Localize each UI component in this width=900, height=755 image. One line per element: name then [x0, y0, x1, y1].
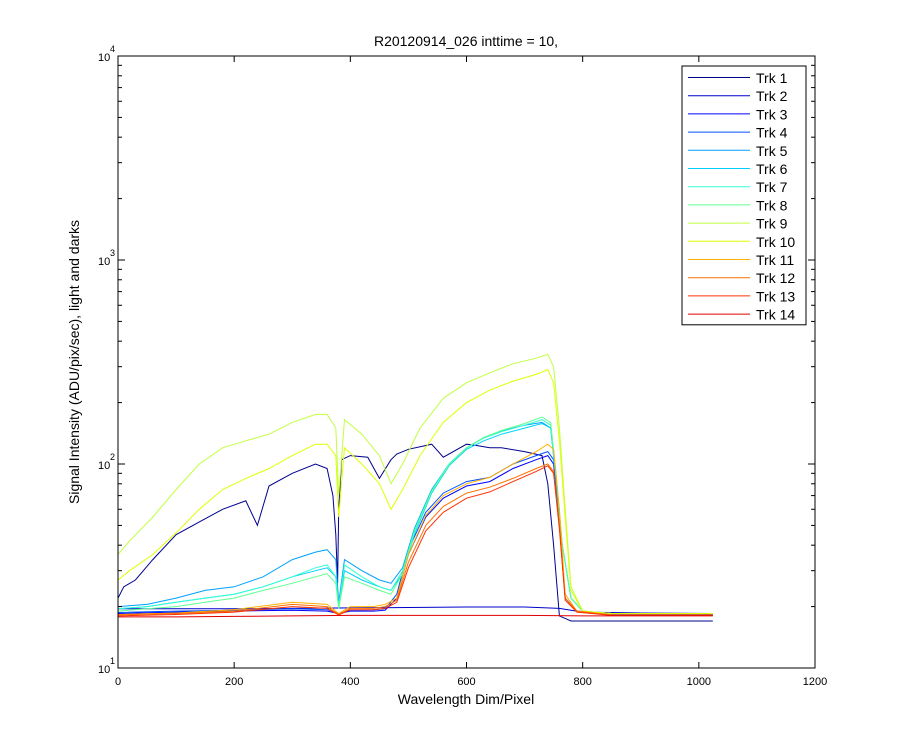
legend-label: Trk 9 [756, 216, 788, 232]
legend-label: Trk 14 [756, 307, 795, 323]
legend-label: Trk 3 [756, 106, 788, 122]
legend-label: Trk 10 [756, 234, 795, 250]
y-tick-label: 101 [98, 656, 115, 676]
legend-label: Trk 12 [756, 270, 795, 286]
legend-box [681, 65, 807, 326]
y-tick-exponent: 2 [110, 452, 115, 462]
y-tick-base: 10 [98, 460, 110, 472]
y-tick-exponent: 1 [110, 656, 115, 666]
y-tick-exponent: 4 [110, 44, 115, 54]
x-tick-label: 200 [225, 676, 243, 688]
x-axis-label: Wavelength Dim/Pixel [398, 691, 534, 707]
series-line-trk-9 [117, 353, 713, 614]
legend-label: Trk 11 [756, 252, 794, 268]
legend-label: Trk 8 [756, 197, 788, 213]
legend-label: Trk 7 [756, 179, 788, 195]
legend-label: Trk 1 [756, 70, 788, 86]
legend: Trk 1 Trk 2 Trk 3 Trk 4 Trk 5 Trk 6 Trk 7 Trk 8… [681, 65, 807, 326]
x-tick-label: 1200 [803, 676, 827, 688]
series-line-trk-14 [118, 614, 713, 618]
x-tick-label: 1000 [687, 676, 711, 688]
y-tick-base: 10 [98, 664, 110, 676]
y-axis-label: Signal Intensity (ADU/pix/sec), light an… [66, 220, 82, 504]
series-line-trk-13 [117, 465, 713, 617]
series-line-trk-10 [117, 369, 713, 614]
y-tick-base: 10 [98, 52, 110, 64]
y-tick-base: 10 [98, 256, 110, 268]
series-layer [117, 353, 713, 622]
x-tick-label: 400 [341, 676, 359, 688]
y-tick-exponent: 3 [110, 248, 115, 258]
y-tick-label: 104 [98, 44, 115, 64]
legend-label: Trk 2 [756, 88, 788, 104]
x-tick-label: 0 [115, 676, 121, 688]
y-tick-label: 102 [98, 452, 115, 472]
x-tick-label: 800 [573, 676, 591, 688]
series-line-trk-1 [117, 443, 713, 622]
legend-label: Trk 4 [756, 125, 788, 141]
y-tick-label: 103 [98, 248, 115, 268]
legend-label: Trk 5 [756, 143, 788, 159]
legend-label: Trk 13 [756, 288, 795, 304]
chart-title: R20120914_026 inttime = 10, [374, 33, 558, 49]
x-tick-label: 600 [457, 676, 475, 688]
legend-label: Trk 6 [756, 161, 788, 177]
